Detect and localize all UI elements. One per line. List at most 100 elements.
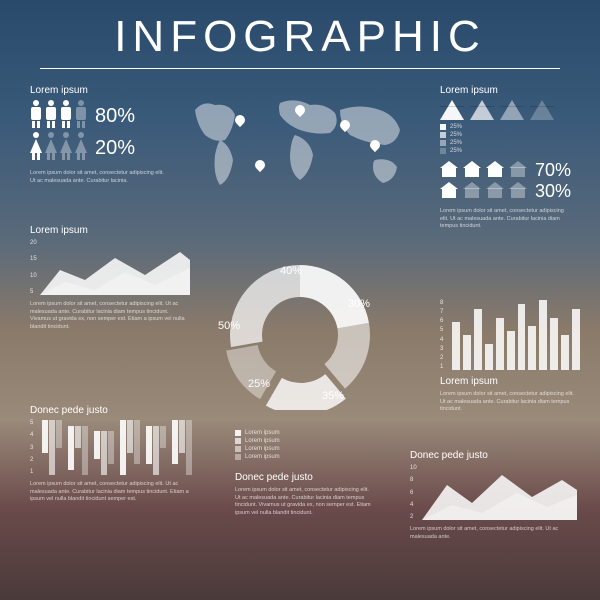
bar [101,431,107,475]
bar [186,420,192,475]
legend-item: Lorem ipsum [235,438,375,444]
area-chart-1: Lorem ipsum 2015105 Lorem ipsum dolor si… [30,225,185,332]
house-icon [509,182,527,198]
pyramid-icon [470,100,494,120]
page-title: INFOGRAPHIC [0,0,600,62]
house-percent-1: 70% [535,160,571,181]
section-header: Lorem ipsum [440,85,580,96]
people-demographics: Lorem ipsum 80% 20% Lorem ipsum dolor si… [30,85,170,185]
body-text: Lorem ipsum dolor sit amet, consectetur … [410,526,575,541]
house-icon [486,182,504,198]
slice-label: 35% [322,390,344,402]
slice-label: 50% [218,320,240,332]
bar [68,426,74,470]
female-icon [30,132,42,160]
legend-item: 25% [440,148,580,154]
bar [507,331,515,370]
donut-slice [324,323,370,389]
area-chart-2: Donec pede justo 108642 Lorem ipsum dolo… [410,450,575,541]
section-header: Lorem ipsum [30,85,170,96]
bar [82,426,88,476]
bar [179,420,185,453]
pyramid-section: Lorem ipsum 25% 25% 25% 25% [440,85,580,156]
donut-slice [226,345,276,399]
female-percent: 20% [95,137,135,160]
pyramid-icon [500,100,524,120]
bar [550,318,558,371]
bar [94,431,100,459]
body-text: Lorem ipsum dolor sit amet, consectetur … [30,170,170,185]
bar [485,344,493,370]
female-icon [45,132,57,160]
area-chart-svg [422,465,577,520]
bar [561,335,569,370]
bar [572,309,580,370]
map-pin-icon [340,120,350,134]
bar [108,431,114,464]
bar [474,309,482,370]
legend-item: Lorem ipsum [235,446,375,452]
male-icon [45,100,57,128]
body-text: Lorem ipsum dolor sit amet, consectetur … [440,208,570,231]
bar [496,318,504,371]
body-text: Lorem ipsum dolor sit amet, consectetur … [235,487,375,518]
bar [539,300,547,370]
map-pin-icon [235,115,245,129]
bar [463,335,471,370]
bar [49,420,55,475]
house-icon [463,161,481,177]
donut-slice [300,265,369,328]
house-icon [486,161,504,177]
house-icon [440,182,458,198]
section-header: Lorem ipsum [440,376,580,387]
female-icon [75,132,87,160]
body-text: Lorem ipsum dolor sit amet, consectetur … [440,391,580,414]
section-header: Donec pede justo [30,405,200,416]
bar [56,420,62,448]
pyramid-icon [440,100,464,120]
section-header: Donec pede justo [410,450,575,461]
bar [75,426,81,448]
house-percent-2: 30% [535,181,571,202]
male-icon [75,100,87,128]
legend-item: Lorem ipsum [235,454,375,460]
bar [120,420,126,475]
house-icon [509,161,527,177]
body-text: Lorem ipsum dolor sit amet, consectetur … [30,481,200,504]
legend-item: 25% [440,140,580,146]
map-pin-icon [255,160,265,174]
donut-slice [230,265,300,347]
grouped-bar-chart: Donec pede justo 54321 Lorem ipsum dolor… [30,405,200,504]
male-percent: 80% [95,105,135,128]
bar [127,420,133,453]
bar [134,420,140,464]
house-icon [440,161,458,177]
body-text: Lorem ipsum dolor sit amet, consectetur … [30,301,185,332]
bar [160,426,166,448]
title-underline [40,68,560,69]
houses-section: 70% 30% Lorem ipsum dolor sit amet, cons… [440,160,590,231]
bar [42,420,48,453]
bar-chart-right: 87654321 Lorem ipsum Lorem ipsum dolor s… [440,300,580,414]
section-header: Donec pede justo [235,472,375,483]
slice-label: 40% [280,265,302,277]
area-chart-svg [40,240,190,295]
bar [452,322,460,370]
section-header: Lorem ipsum [30,225,185,236]
female-icon [60,132,72,160]
donut-legend-section: Lorem ipsum Lorem ipsum Lorem ipsum Lorem i… [235,430,375,518]
male-icon [60,100,72,128]
map-pin-icon [370,140,380,154]
bar [518,304,526,370]
male-icon [30,100,42,128]
legend-item: Lorem ipsum [235,430,375,436]
map-pin-icon [295,105,305,119]
legend-item: 25% [440,124,580,130]
bar [528,326,536,370]
legend-item: 25% [440,132,580,138]
bar [153,426,159,476]
pyramid-icon [530,100,554,120]
bar [172,420,178,464]
bar [146,426,152,465]
slice-label: 25% [248,378,270,390]
